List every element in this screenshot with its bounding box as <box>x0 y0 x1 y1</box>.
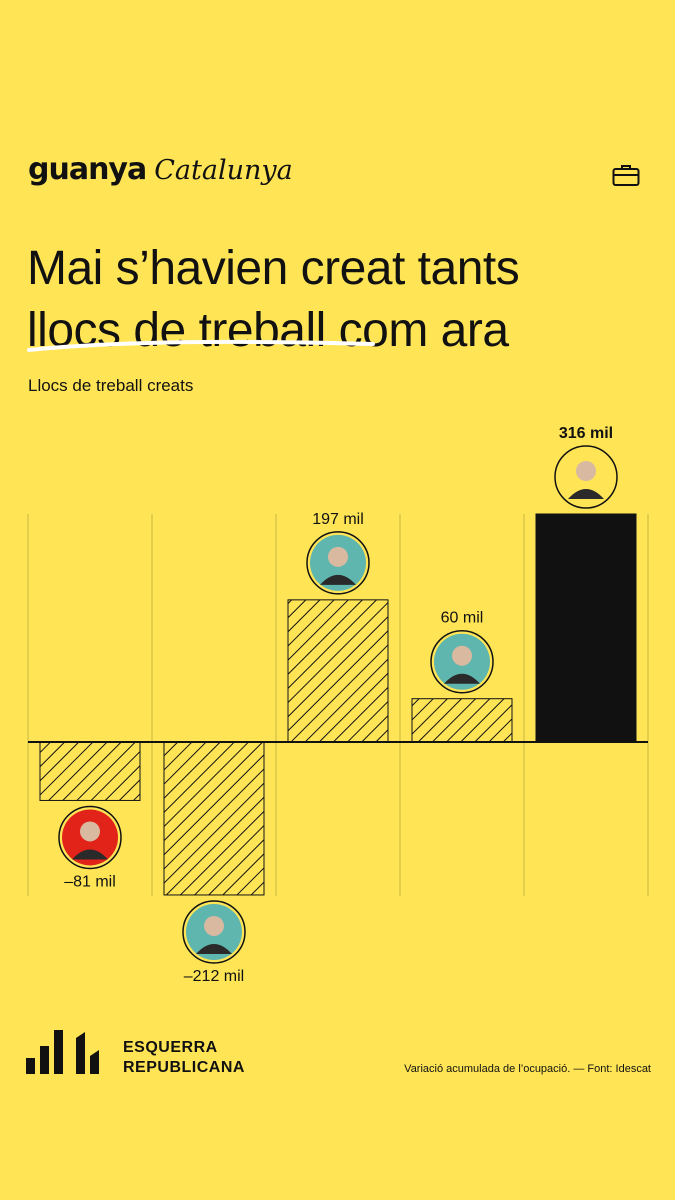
portrait-avatar <box>306 531 370 595</box>
brand-primary: guanya <box>28 152 147 187</box>
bar <box>163 741 265 896</box>
portrait-avatar <box>58 805 122 870</box>
title-underline-stroke <box>27 340 375 352</box>
page-title: Mai s’havien creat tants llocs de trebal… <box>27 238 520 362</box>
party-name-line-1: ESQUERRA <box>123 1039 218 1056</box>
portrait-avatar <box>182 900 246 964</box>
brand-secondary: Catalunya <box>154 155 293 186</box>
bar <box>411 698 513 743</box>
party-logo-icon <box>26 1030 99 1074</box>
bar-chart: –81 mil –212 mil 197 mil 60 mil 316 mil <box>27 425 649 985</box>
data-label: –212 mil <box>184 968 244 985</box>
title-line-1: Mai s’havien creat tants <box>27 242 520 295</box>
party-name: ESQUERRA REPUBLICANA <box>123 1038 245 1078</box>
briefcase-icon <box>612 165 640 186</box>
source-note: Variació acumulada de l’ocupació. — Font… <box>404 1063 651 1075</box>
data-label: 197 mil <box>312 511 364 528</box>
bar <box>287 599 389 743</box>
bar <box>39 741 141 801</box>
party-name-line-2: REPUBLICANA <box>123 1059 245 1076</box>
data-label: 60 mil <box>441 610 484 627</box>
data-label: 316 mil <box>559 425 613 442</box>
title-highlight: llocs de treball <box>27 304 326 357</box>
title-line-2-rest: com ara <box>325 304 509 357</box>
brand-logo: guanya Catalunya <box>28 152 293 187</box>
bar <box>535 513 637 743</box>
chart-subtitle: Llocs de treball creats <box>28 376 194 395</box>
portrait-avatar <box>554 445 618 509</box>
data-label: –81 mil <box>64 873 116 890</box>
portrait-avatar <box>430 629 494 694</box>
